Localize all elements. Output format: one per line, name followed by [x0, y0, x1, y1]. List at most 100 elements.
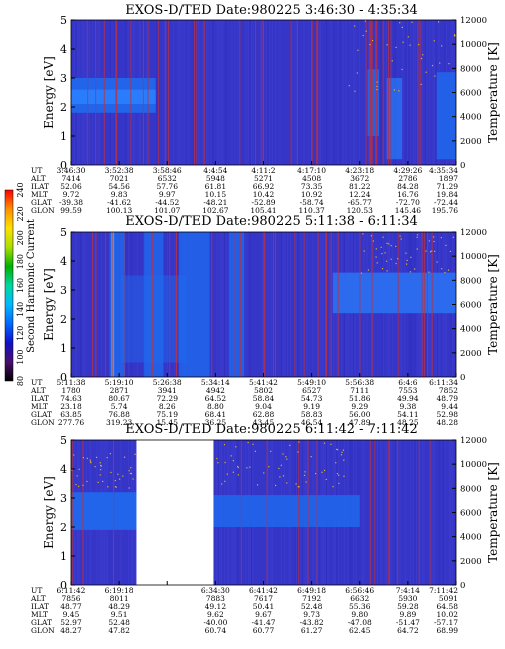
table-cell: 54.73: [301, 394, 323, 403]
particle-dot: [71, 469, 73, 471]
particle-dot: [376, 262, 378, 264]
table-cell: -47.08: [348, 618, 372, 627]
ut-tick-label: 7:11:42: [429, 586, 458, 595]
particle-dot: [336, 448, 338, 450]
particle-dot: [411, 21, 413, 23]
table-cell: 7414: [61, 174, 80, 183]
y-tick-label: 4: [60, 43, 67, 56]
table-cell: 9.44: [441, 402, 458, 411]
table-cell: 52.48: [108, 618, 130, 627]
y2-tick-label: 4000: [460, 533, 482, 543]
table-cell: 48.25: [397, 418, 419, 427]
particle-dot: [130, 467, 132, 469]
table-cell: -51.47: [396, 618, 420, 627]
colorbar-tick: 100: [16, 349, 25, 364]
table-cell: 9.80: [351, 610, 368, 619]
particle-dot: [402, 41, 404, 43]
particle-dot: [237, 465, 239, 468]
noise-line: [263, 232, 266, 377]
particle-dot: [452, 236, 454, 238]
table-cell: 99.59: [60, 206, 82, 215]
particle-dot: [369, 43, 371, 46]
particle-dot: [82, 457, 84, 459]
table-cell: 2786: [398, 174, 417, 183]
energy-band: [71, 492, 137, 530]
colorbar-tick: 220: [16, 206, 25, 221]
colorbar: 80 100 120 140 160 180 200 220 240 Second Harmoni…: [4, 182, 37, 386]
y-tick-label: 0: [60, 159, 67, 172]
particle-dot: [332, 486, 334, 488]
noise-line: [297, 20, 299, 165]
particle-dot: [425, 71, 427, 73]
table-cell: 7111: [350, 386, 369, 395]
row-label: UT: [31, 586, 42, 595]
particle-dot: [400, 238, 402, 240]
particle-dot: [354, 25, 356, 27]
colorbar-tick: 80: [16, 376, 25, 386]
ut-tick-label: 4:4:54: [203, 166, 227, 175]
particle-dot: [252, 443, 254, 445]
particle-dot: [384, 252, 386, 254]
table-cell: 9.72: [63, 190, 80, 199]
particle-dot: [305, 481, 307, 483]
y-tick-label: 4: [60, 463, 67, 476]
particle-dot: [381, 253, 383, 255]
particle-dot: [89, 459, 91, 461]
table-cell: -57.17: [434, 618, 458, 627]
table-cell: 43.45: [253, 418, 275, 427]
ut-tick-label: 6:4:6: [398, 378, 418, 387]
particle-dot: [409, 44, 411, 46]
particle-dot: [395, 262, 397, 265]
table-cell: 195.76: [432, 206, 458, 215]
noise-line: [294, 232, 296, 377]
noise-line: [261, 20, 263, 165]
y-tick-label: 1: [60, 550, 67, 563]
particle-dot: [410, 256, 412, 258]
ut-tick-label: 4:23:18: [345, 166, 374, 175]
y-tick-label: 5: [60, 14, 67, 27]
particle-dot: [395, 245, 397, 248]
particle-dot: [428, 240, 431, 242]
noise-line: [317, 20, 319, 165]
table-cell: 60.77: [253, 626, 275, 635]
noise-line: [316, 440, 318, 585]
heatmap: [71, 440, 456, 585]
table-cell: 10.15: [205, 190, 227, 199]
particle-dot: [132, 478, 134, 480]
energy-band: [332, 272, 456, 314]
table-cell: 68.99: [437, 626, 459, 635]
ut-tick-label: 5:11:38: [57, 378, 86, 387]
particle-dot: [338, 474, 340, 476]
particle-dot: [118, 478, 121, 480]
particle-dot: [357, 49, 359, 51]
noise-line: [371, 232, 373, 377]
noise-line: [418, 440, 420, 585]
particle-dot: [226, 473, 228, 475]
particle-dot: [321, 471, 323, 473]
noise-line: [123, 232, 125, 377]
y2-tick-label: 10000: [460, 460, 487, 470]
table-cell: 8.26: [159, 402, 176, 411]
table-cell: 9.89: [400, 610, 417, 619]
table-cell: 64.58: [437, 602, 459, 611]
y2-axis-label: Temperature [K]: [486, 462, 500, 563]
table-cell: 52.98: [437, 410, 459, 419]
table-cell: 5930: [398, 594, 417, 603]
noise-line: [262, 20, 264, 165]
particle-dot: [422, 54, 424, 56]
table-cell: -52.89: [251, 198, 275, 207]
particle-dot: [434, 75, 436, 77]
ut-tick-label: 3:58:46: [153, 166, 182, 175]
noise-line: [165, 20, 167, 165]
table-cell: 7883: [206, 594, 225, 603]
particle-dot: [224, 480, 226, 482]
particle-dot: [420, 57, 423, 60]
particle-dot: [107, 486, 109, 488]
ut-tick-label: 5:41:42: [249, 378, 278, 387]
particle-dot: [365, 30, 367, 32]
particle-dot: [237, 474, 239, 476]
particle-dot: [86, 457, 88, 460]
noise-line: [233, 232, 235, 377]
particle-dot: [249, 466, 251, 468]
particle-dot: [375, 256, 377, 258]
